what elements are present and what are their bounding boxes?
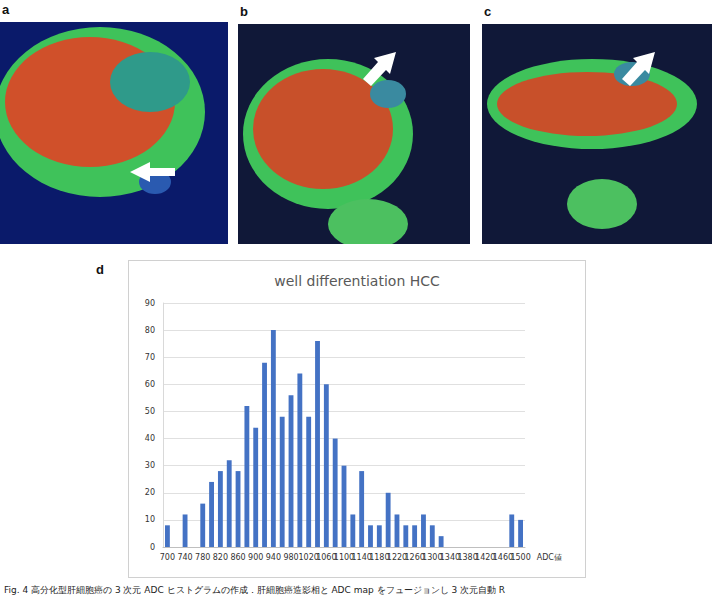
svg-text:50: 50: [145, 407, 155, 416]
svg-text:70: 70: [145, 353, 155, 362]
svg-text:well differentiation HCC: well differentiation HCC: [274, 273, 440, 289]
svg-text:90: 90: [145, 299, 155, 308]
svg-text:740: 740: [177, 553, 192, 562]
svg-text:860: 860: [230, 553, 245, 562]
svg-text:1100: 1100: [333, 552, 355, 562]
svg-text:1180: 1180: [369, 552, 390, 562]
svg-text:80: 80: [145, 326, 155, 335]
svg-text:780: 780: [195, 553, 210, 562]
svg-text:1420: 1420: [475, 552, 496, 562]
svg-text:1340: 1340: [439, 552, 461, 562]
svg-text:700: 700: [160, 553, 175, 562]
svg-text:ADC値: ADC値: [537, 553, 562, 562]
svg-text:1500: 1500: [510, 553, 530, 562]
svg-text:40: 40: [145, 434, 155, 443]
html-text:d: d: [96, 262, 104, 277]
svg-text:980: 980: [283, 553, 298, 562]
svg-text:1220: 1220: [386, 552, 408, 562]
svg-text:1140: 1140: [351, 552, 372, 562]
html-text:c: c: [484, 4, 492, 19]
svg-text:940: 940: [266, 553, 281, 562]
svg-text:1260: 1260: [404, 552, 425, 562]
svg-text:1300: 1300: [422, 552, 443, 562]
svg-text:10: 10: [145, 515, 155, 524]
svg-text:1460: 1460: [492, 552, 514, 562]
svg-text:820: 820: [213, 553, 228, 562]
html-text:a: a: [2, 2, 10, 17]
svg-text:900: 900: [248, 553, 263, 562]
svg-text:0: 0: [150, 543, 155, 552]
html-text:b: b: [240, 4, 248, 19]
svg-text:30: 30: [145, 461, 155, 470]
svg-text:1020: 1020: [298, 552, 319, 562]
svg-text:60: 60: [145, 380, 155, 389]
html-text:Fig. 4 高分化型肝細胞癌の 3 次元 ADC ヒストグ: Fig. 4 高分化型肝細胞癌の 3 次元 ADC ヒストグラムの作成．肝細胞癌…: [4, 585, 506, 595]
svg-text:1380: 1380: [457, 552, 478, 562]
svg-text:1060: 1060: [316, 552, 337, 562]
svg-text:20: 20: [145, 488, 155, 497]
